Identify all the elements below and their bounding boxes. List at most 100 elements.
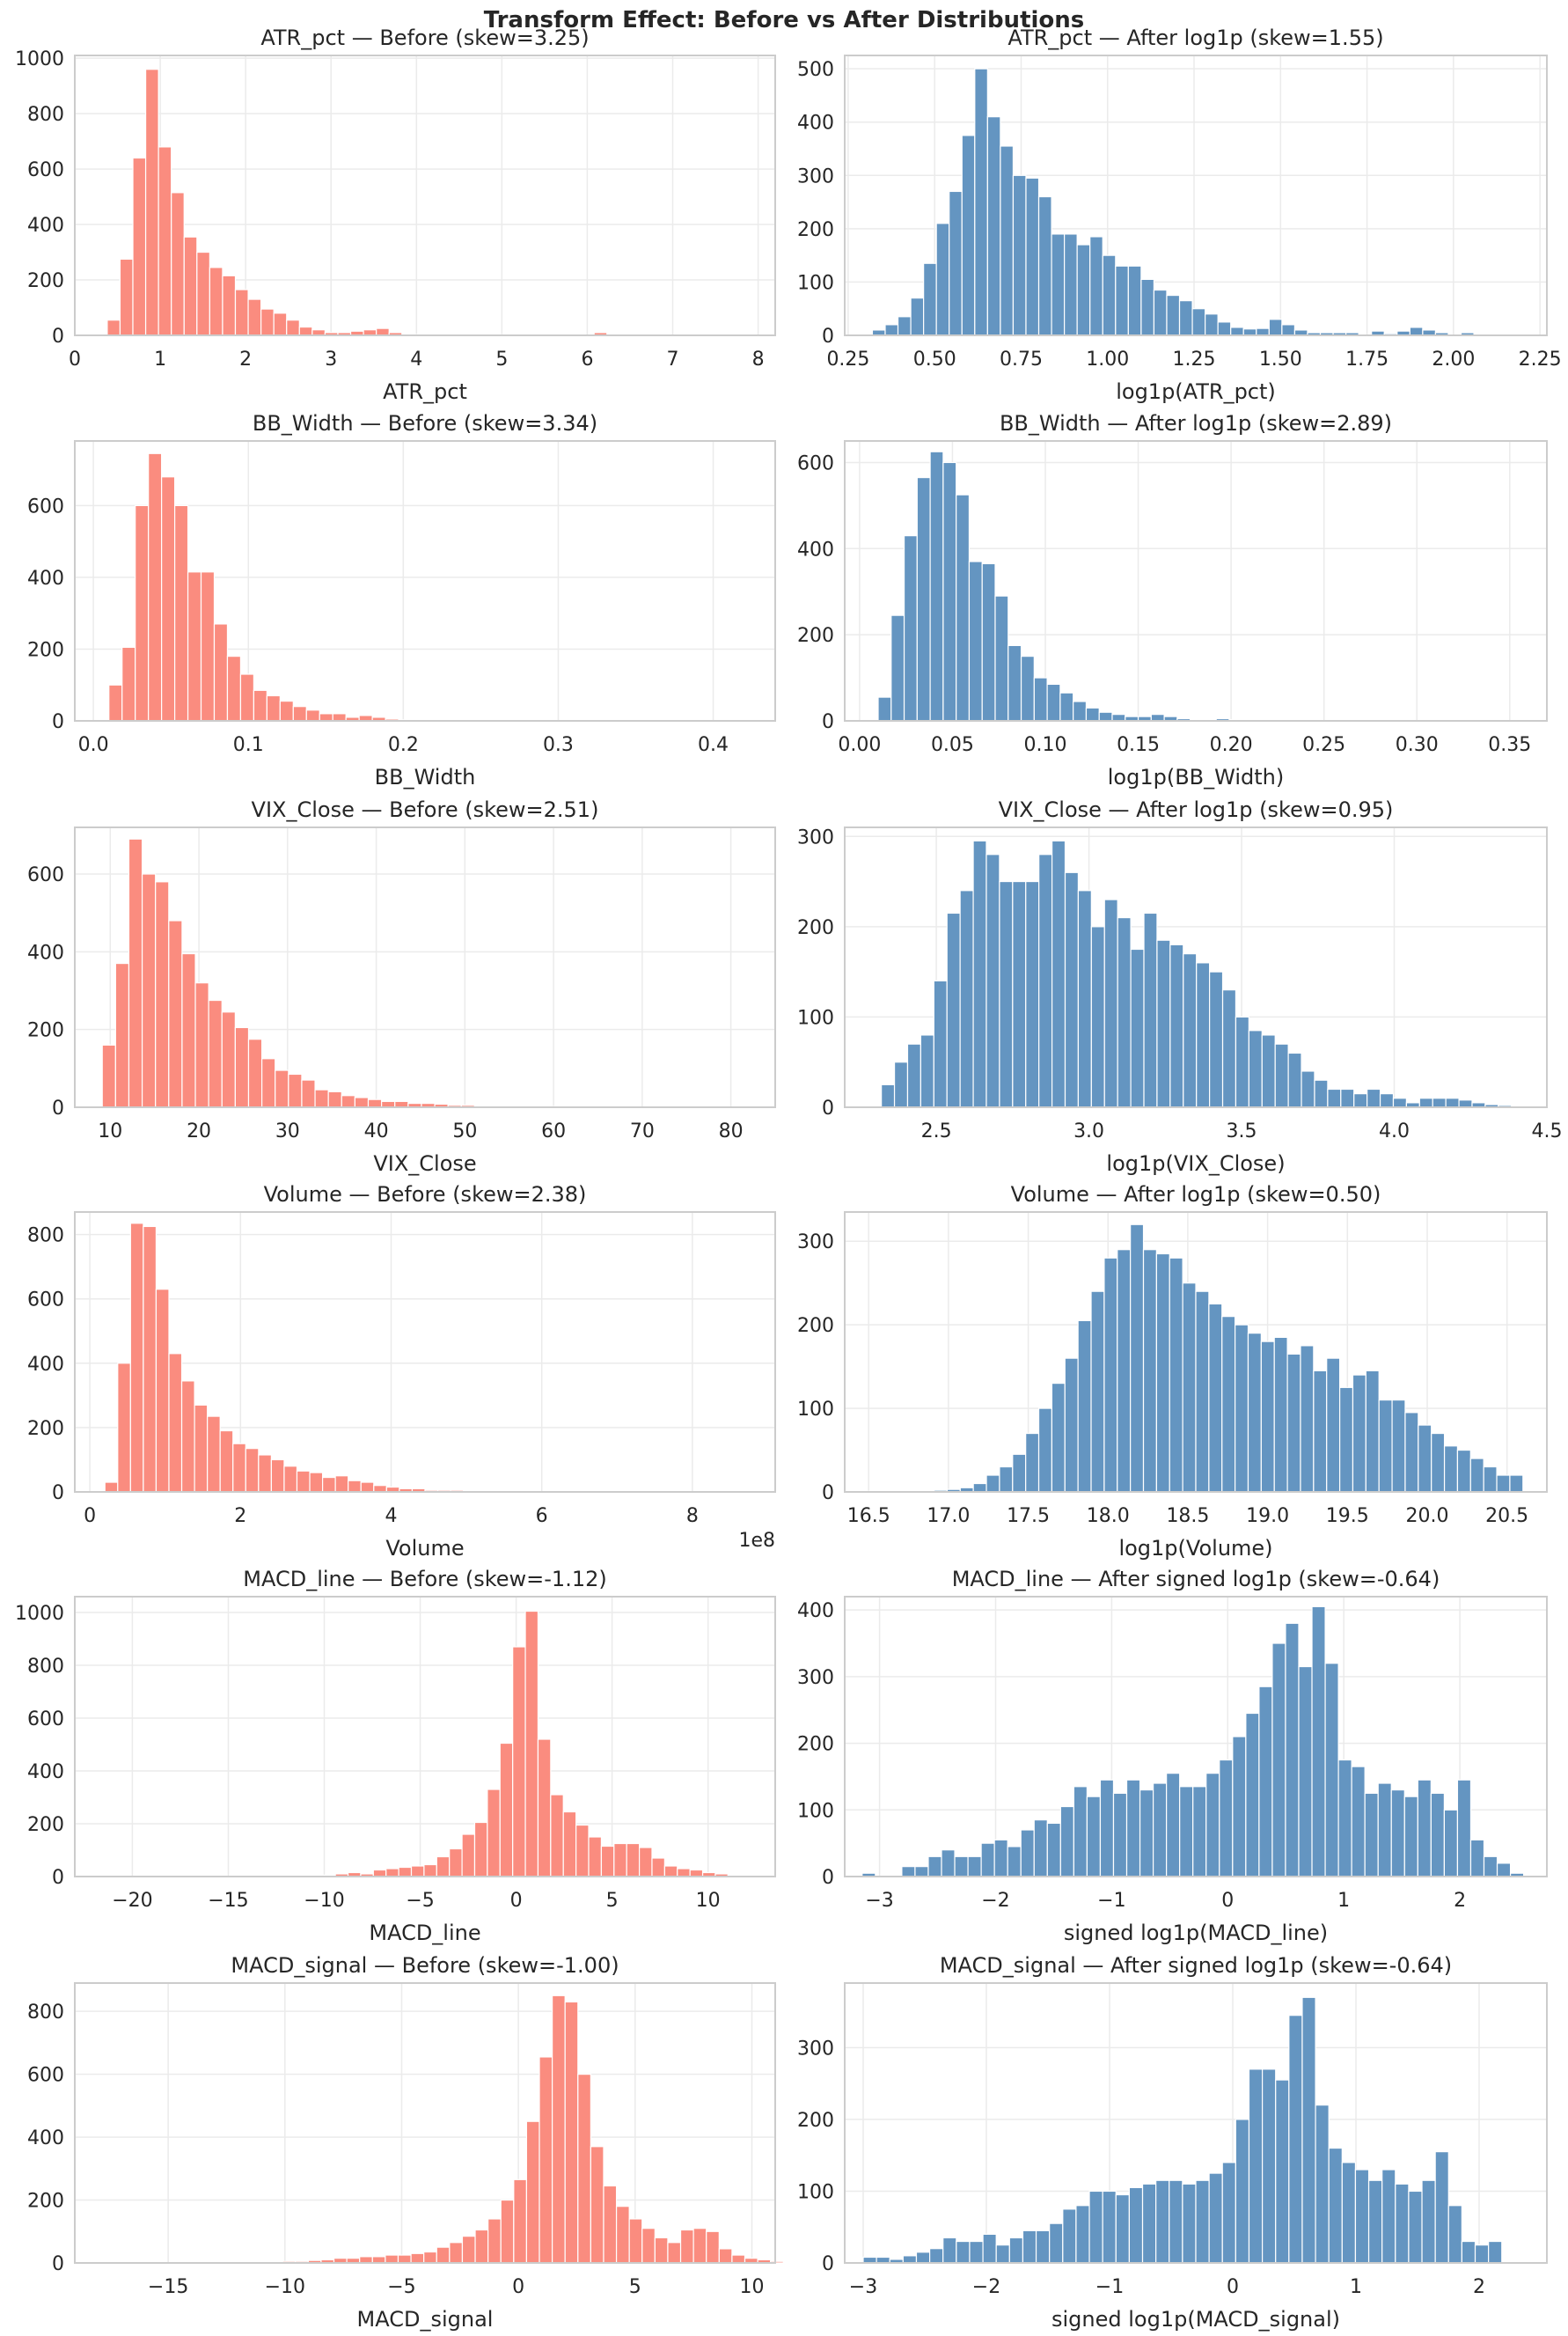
histogram-bar (901, 1866, 916, 1877)
histogram-bar (1285, 1622, 1300, 1877)
histogram-bar (1117, 916, 1132, 1108)
histogram-bar (626, 1842, 641, 1877)
y-tick-label: 600 (27, 2065, 64, 2087)
histogram-bar (1049, 2222, 1064, 2264)
y-tick-label: 100 (797, 1800, 834, 1822)
histogram-bar (982, 2233, 997, 2264)
y-tick-label: 200 (27, 1020, 64, 1042)
histogram-bar (286, 320, 300, 336)
histogram-bar (1035, 2229, 1051, 2264)
histogram-bar (1085, 707, 1100, 722)
x-tick-label: 2 (1454, 1890, 1466, 1912)
subplot-title: BB_Width — After log1p (skew=2.89) (1000, 411, 1392, 436)
histogram-bar (1142, 1249, 1157, 1493)
histogram-bar (550, 1794, 564, 1877)
x-tick-label: −1 (1097, 1890, 1125, 1912)
histogram-bar (600, 1845, 615, 1877)
x-tick-label: 0.25 (1302, 734, 1345, 756)
histogram-bar (1196, 962, 1211, 1108)
histogram-bar (1221, 2162, 1236, 2264)
histogram-bar (487, 2218, 502, 2264)
histogram-bar (1271, 1642, 1286, 1877)
histogram-bar (718, 2248, 733, 2264)
axes-frame (844, 440, 1548, 722)
x-tick-label: 4 (385, 1505, 397, 1527)
histogram-bar (915, 2252, 931, 2264)
x-axis-label: log1p(ATR_pct) (1116, 379, 1276, 404)
x-tick-label: 5 (606, 1890, 619, 1912)
histogram-bar (890, 614, 905, 722)
histogram-bar (1456, 1779, 1472, 1877)
histogram-bar (1008, 2237, 1024, 2264)
histogram-bar (1076, 244, 1091, 336)
histogram-bar (1020, 656, 1035, 722)
histogram-bar (461, 1833, 476, 1877)
histogram-bar (942, 461, 957, 722)
histogram-bar (319, 713, 333, 722)
x-tick-label: 16.5 (847, 1505, 890, 1527)
x-tick-label: 0.1 (233, 734, 264, 756)
histogram-bar (144, 69, 159, 336)
histogram-bar (1051, 840, 1066, 1108)
histogram-bar (114, 962, 130, 1108)
histogram-bar (1418, 1098, 1433, 1108)
histogram-bar (194, 982, 209, 1108)
histogram-bar (1059, 1805, 1074, 1877)
histogram-bar (171, 192, 185, 336)
histogram-bar (1033, 677, 1048, 722)
x-axis-label: MACD_signal (357, 2307, 494, 2332)
axes-frame (844, 1596, 1548, 1877)
x-tick-label: 7 (667, 349, 679, 371)
x-tick-label: 40 (364, 1120, 389, 1142)
histogram-bar (1117, 1249, 1132, 1493)
histogram-bar (513, 2178, 528, 2264)
histogram-bar (499, 1742, 514, 1877)
histogram-bar (877, 696, 892, 722)
histogram-bar (1488, 2240, 1503, 2264)
histogram-bar (1191, 308, 1206, 336)
histogram-bar (525, 2120, 540, 2264)
y-tick-label: 0 (52, 326, 64, 348)
x-tick-label: 0.0 (78, 734, 109, 756)
histogram-bar (967, 1855, 982, 1877)
histogram-bar (1408, 2190, 1423, 2264)
histogram-bar (1178, 300, 1193, 336)
x-tick-label: 3 (325, 349, 337, 371)
histogram-bar (1169, 1257, 1183, 1493)
histogram-bar (119, 258, 134, 336)
x-tick-label: 8 (752, 349, 765, 371)
x-tick-label: 60 (541, 1120, 566, 1142)
histogram-bar (1089, 236, 1103, 336)
histogram-bar (968, 561, 983, 722)
histogram-bar (180, 1380, 195, 1493)
y-tick-label: 400 (797, 539, 834, 561)
x-tick-label: −5 (406, 1890, 434, 1912)
x-tick-label: 0.15 (1117, 734, 1160, 756)
histogram-bar (1248, 2068, 1264, 2264)
histogram-bar (1268, 319, 1283, 336)
y-tick-label: 200 (797, 1734, 834, 1756)
histogram-bar (187, 571, 202, 722)
histogram-bar (321, 1476, 336, 1493)
histogram-bar (104, 1481, 119, 1493)
subplot-title: Volume — After log1p (skew=0.50) (1011, 1182, 1381, 1207)
histogram-bar (385, 2254, 399, 2264)
histogram-bar (1351, 1766, 1366, 1877)
histogram-bar (927, 1855, 942, 1877)
x-tick-label: 0.10 (1024, 734, 1067, 756)
x-axis-label: MACD_line (369, 1921, 480, 1945)
histogram-bar (360, 1481, 375, 1493)
histogram-bar (1221, 1316, 1236, 1493)
histogram-bar (1037, 1407, 1053, 1493)
x-tick-label: −10 (265, 2276, 305, 2298)
histogram-bar (1111, 714, 1126, 722)
y-tick-label: 1000 (15, 1603, 64, 1625)
x-tick-label: 2 (1473, 2276, 1485, 2298)
subplot-8: 16.5 17.0 17.5 18.0 18.5 19.0 19.5 20.0 20.5 0 100… (797, 1182, 1548, 1561)
x-tick-label: 18.0 (1087, 1505, 1130, 1527)
histogram-bar (209, 267, 223, 336)
histogram-bar (1059, 692, 1074, 722)
histogram-bar (1064, 233, 1078, 336)
histogram-bar (1102, 2190, 1117, 2264)
histogram-bar (928, 2248, 944, 2264)
